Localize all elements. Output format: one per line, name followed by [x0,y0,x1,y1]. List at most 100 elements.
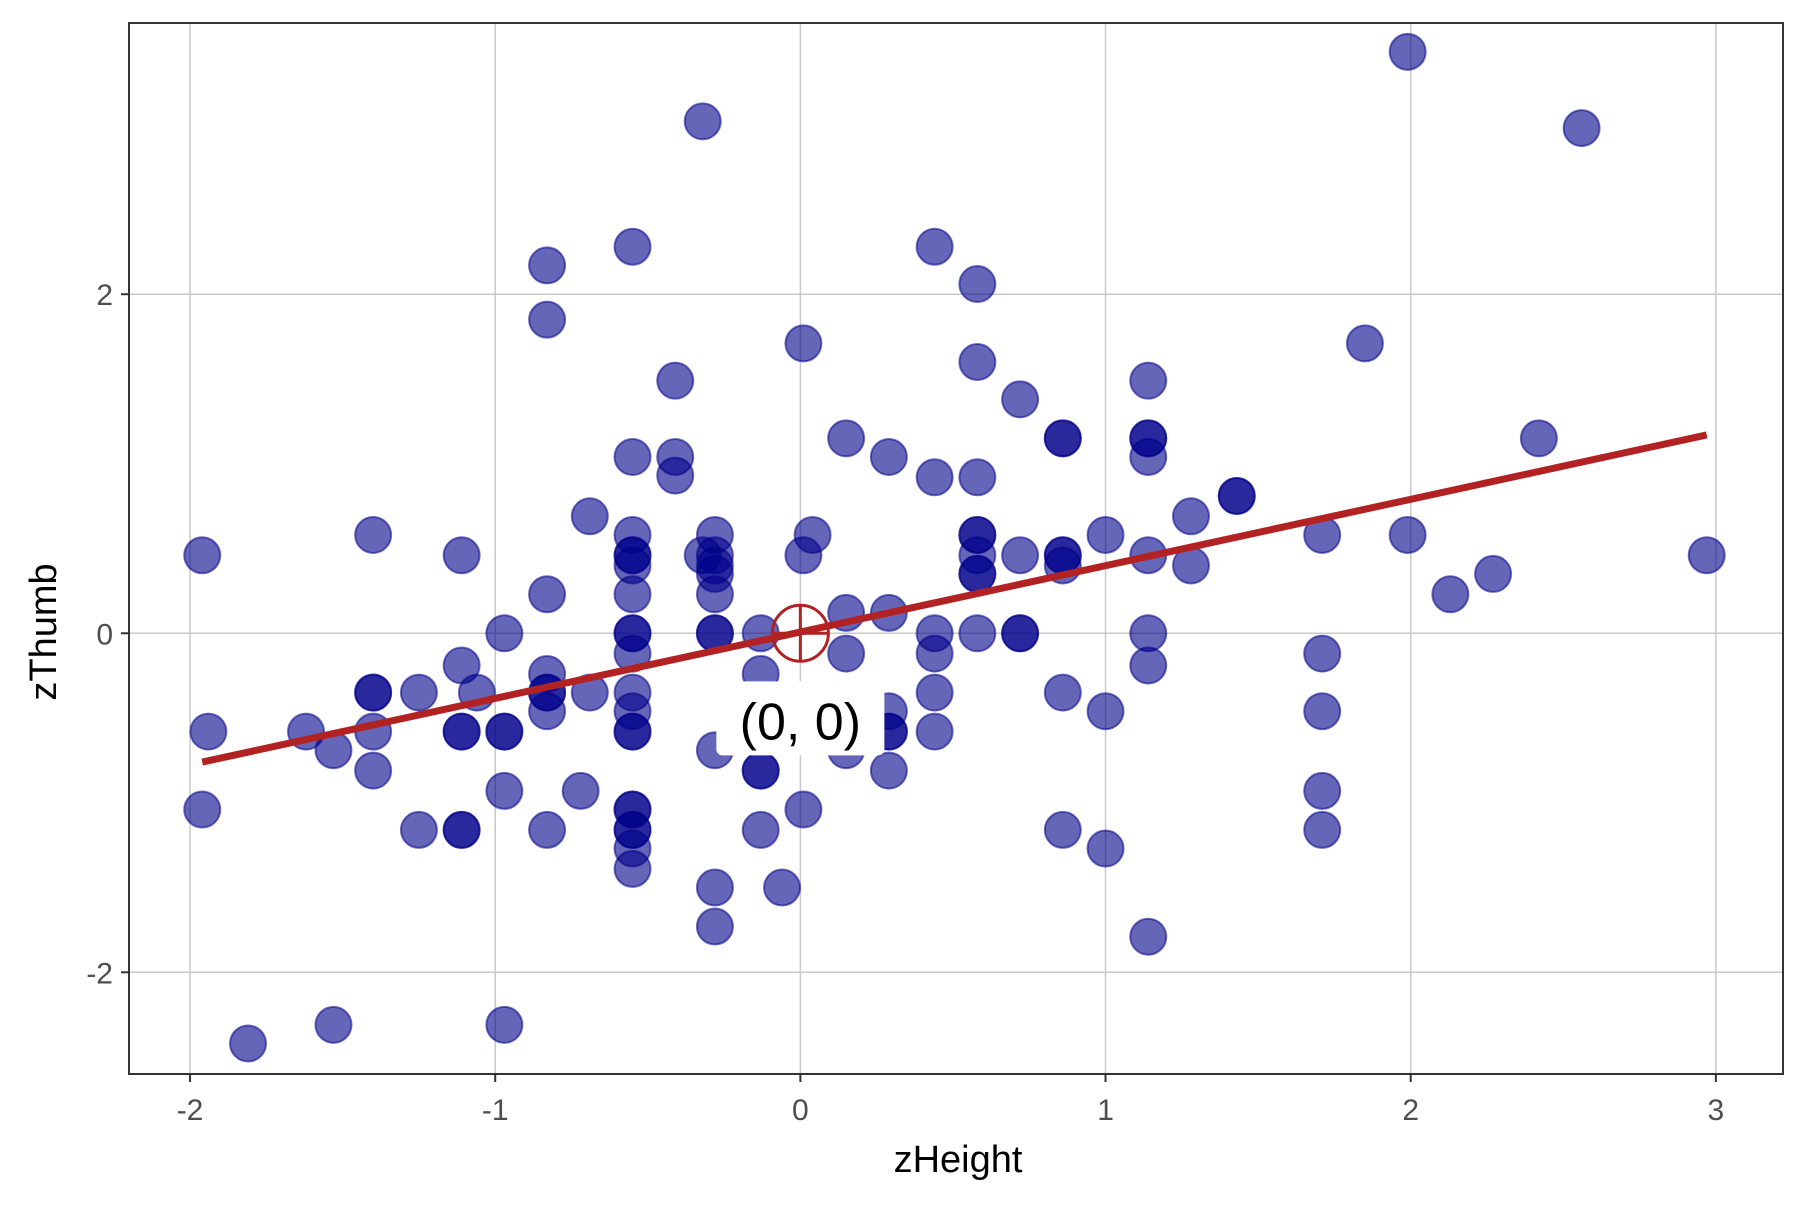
regression-line [201,431,1708,766]
x-axis-ticks: -2 -1 0 1 2 3 [177,1074,1725,1127]
x-axis-title: zHeight [894,1139,1023,1181]
data-point [1474,554,1513,593]
annotation-group: (0, 0) [716,681,885,756]
data-point [1001,380,1040,419]
data-point [958,265,997,304]
data-point [958,614,997,653]
y-axis-title: zThumb [23,563,65,700]
data-point [1345,324,1384,363]
data-point [399,673,438,712]
data-point [1086,515,1125,554]
data-point [915,227,954,266]
data-point [485,1005,524,1044]
data-point [695,575,734,614]
data-point [1388,32,1427,71]
y-tick-label: -2 [86,957,113,990]
data-point [741,751,780,790]
data-point [695,907,734,946]
data-point [1129,614,1168,653]
data-point [354,673,393,712]
data-point [1129,437,1168,476]
data-point [561,771,600,810]
data-point [570,497,609,536]
data-point [958,458,997,497]
regression-line-group [201,431,1708,766]
data-point [189,712,228,751]
data-point [784,536,823,575]
data-point [1001,536,1040,575]
data-point [1043,673,1082,712]
data-point [1043,810,1082,849]
data-point [1086,692,1125,731]
data-point [442,712,481,751]
origin-marker-group [770,603,830,663]
data-point [613,849,652,888]
data-point [1043,419,1082,458]
data-point [613,227,652,266]
data-point [827,634,866,673]
data-point [399,810,438,849]
data-point [958,554,997,593]
data-points [183,32,1726,1063]
data-point [1129,361,1168,400]
data-point [915,712,954,751]
y-tick-label: 0 [96,618,113,651]
panel-border [128,22,1784,1075]
data-point [528,246,567,285]
data-point [528,300,567,339]
annotation-background [716,681,885,756]
data-point [1171,497,1210,536]
data-point [958,343,997,382]
data-point [485,614,524,653]
data-point [354,751,393,790]
y-axis-ticks: -2 0 2 [86,279,129,990]
x-tick-label: 0 [792,1094,809,1127]
data-point [784,790,823,829]
data-point [1431,575,1470,614]
data-point [613,712,652,751]
data-point [1129,646,1168,685]
data-point [613,575,652,614]
data-point [1303,634,1342,673]
data-point [915,458,954,497]
data-point [229,1024,268,1063]
x-tick-label: -1 [482,1094,509,1127]
data-point [442,810,481,849]
data-point [683,102,722,141]
data-point [656,361,695,400]
data-point [1519,419,1558,458]
data-point [1303,810,1342,849]
data-point [354,515,393,554]
data-point [695,868,734,907]
data-point [1562,109,1601,148]
data-point [528,810,567,849]
data-point [763,868,802,907]
data-point [869,437,908,476]
data-point [183,790,222,829]
data-point [183,536,222,575]
data-point [1388,515,1427,554]
data-point [528,692,567,731]
data-point [1086,829,1125,868]
y-tick-label: 2 [96,279,113,312]
data-point [314,1005,353,1044]
data-point [1687,536,1726,575]
data-point [1303,771,1342,810]
data-point [613,437,652,476]
x-tick-label: 1 [1097,1094,1114,1127]
data-point [528,575,567,614]
data-point [869,751,908,790]
x-tick-label: 3 [1708,1094,1725,1127]
data-point [485,771,524,810]
data-point [915,634,954,673]
data-point [656,456,695,495]
data-point [442,536,481,575]
data-point [1303,692,1342,731]
annotation-label: (0, 0) [740,693,861,751]
data-point [784,324,823,363]
data-point [485,712,524,751]
x-tick-label: -2 [177,1094,204,1127]
data-point [1129,917,1168,956]
